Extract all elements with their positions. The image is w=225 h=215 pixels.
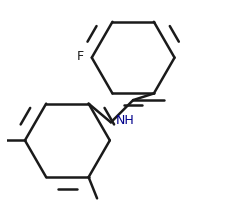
Text: F: F [77, 50, 84, 63]
Text: NH: NH [116, 114, 134, 127]
